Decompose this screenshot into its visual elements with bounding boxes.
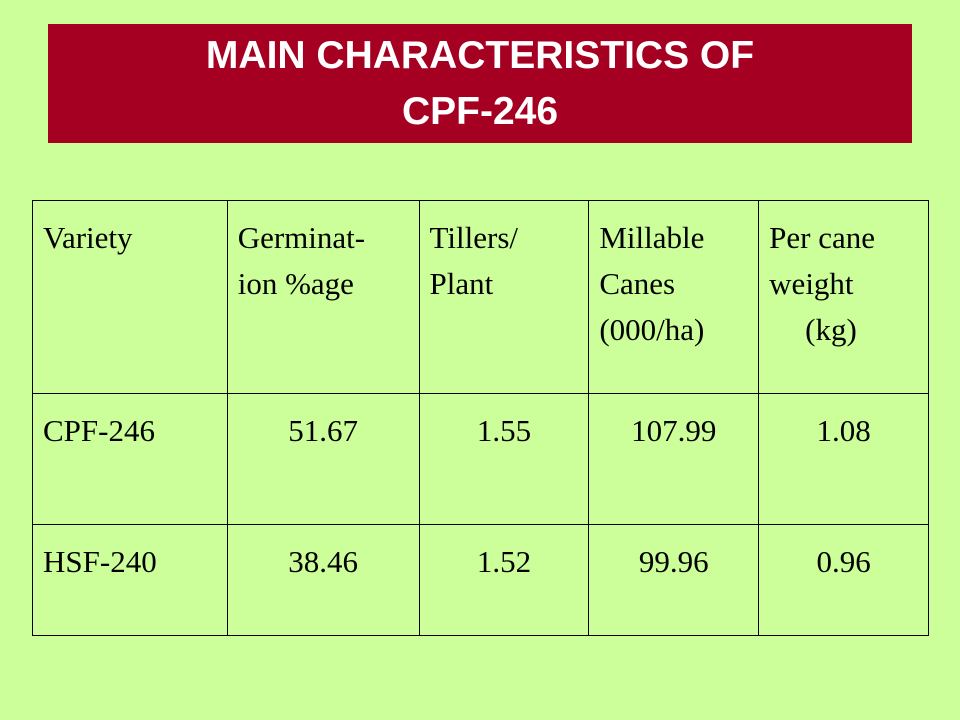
title-line: MAIN CHARACTERISTICS OF [205,33,755,77]
table-row: HSF-240 38.46 1.52 99.96 0.96 [32,524,929,636]
header-line: Germinat- [237,220,366,255]
header-line: Plant [429,266,494,301]
table-cell: 1.52 [418,524,590,636]
header-cell: Per cane weight (kg) [758,200,929,394]
header-line: weight [769,266,854,301]
cell-value: 0.96 [816,544,871,579]
table-cell: 38.46 [226,524,420,636]
data-table: Variety Germinat-ion %age Tillers/Plant Mil… [32,200,929,636]
cell-value: 1.08 [816,413,871,448]
cell-value: 99.96 [638,544,709,579]
header-line: (kg) [805,312,857,347]
header-line: ion %age [237,266,354,301]
title-banner: MAIN CHARACTERISTICS OF CPF-246 [48,24,912,143]
cell-value: 1.55 [476,413,532,448]
header-line: Per cane [769,220,876,255]
cell-value: 51.67 [288,413,358,448]
header-line: Variety [43,220,133,255]
table-cell: CPF-246 [32,393,228,525]
header-cell: Millable Canes (000/ha) [588,200,760,394]
header-line: Canes [599,266,676,301]
header-cell: Variety [32,200,228,394]
header-line: Millable [599,220,705,255]
header-cell: Germinat-ion %age [226,200,420,394]
header-cell: Tillers/Plant [418,200,590,394]
title-line: CPF-246 [401,89,559,133]
table-cell: 99.96 [588,524,760,636]
table-cell: 107.99 [588,393,760,525]
header-line: Tillers/ [429,220,518,255]
table-cell: 1.08 [758,393,929,525]
cell-value: 38.46 [288,544,358,579]
variety-name: HSF-240 [43,544,157,579]
table-cell: 1.55 [418,393,590,525]
cell-value: 107.99 [631,413,717,448]
header-line: (000/ha) [599,312,705,347]
table-row: CPF-246 51.67 1.55 107.99 1.08 [32,393,929,525]
cell-value: 1.52 [476,544,532,579]
header-row: Variety Germinat-ion %age Tillers/Plant Mil… [32,200,929,394]
table-cell: HSF-240 [32,524,228,636]
variety-name: CPF-246 [43,413,155,448]
table-cell: 0.96 [758,524,929,636]
table-cell: 51.67 [226,393,420,525]
